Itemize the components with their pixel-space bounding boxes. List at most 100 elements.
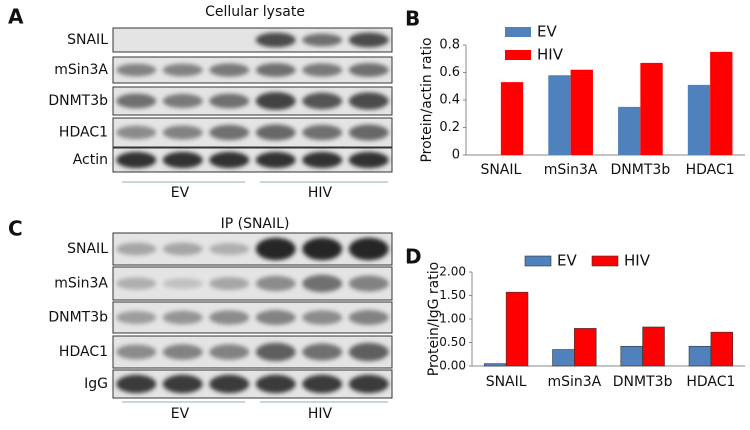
bar	[548, 75, 571, 155]
y-tick-label: 0.00	[439, 359, 466, 373]
blot-row-label: DNMT3b	[48, 93, 108, 109]
bar	[687, 84, 711, 155]
legend-swatch	[591, 255, 619, 267]
blot-band	[116, 344, 157, 360]
blot-band	[348, 309, 389, 326]
legend-swatch	[505, 27, 531, 37]
x-tick-label: HDAC1	[686, 374, 735, 390]
blot-band	[209, 344, 250, 360]
blot-band	[348, 374, 389, 394]
blot-band	[162, 242, 203, 256]
y-tick-label: 0	[452, 148, 460, 163]
blot-band	[255, 32, 296, 48]
blot-band	[116, 93, 157, 109]
group-label: EV	[171, 406, 190, 422]
bar	[710, 331, 734, 367]
blot-band	[348, 124, 389, 141]
blot-band	[162, 151, 203, 169]
blot-band	[255, 374, 296, 394]
blot-row-label: HDAC1	[59, 125, 108, 141]
y-tick-label: 2.00	[439, 265, 466, 279]
bar	[505, 291, 529, 367]
blot-band	[209, 124, 250, 141]
bar	[642, 326, 665, 367]
blot-band	[302, 33, 343, 47]
blot-band	[302, 124, 343, 141]
blot-row-label: SNAIL	[67, 241, 108, 257]
blot-strip	[112, 27, 393, 53]
panel-label: A	[8, 5, 24, 29]
blot-band	[255, 342, 296, 362]
bar	[500, 82, 524, 155]
blot-band	[348, 342, 389, 362]
blot-band	[302, 92, 343, 110]
blot-band	[209, 243, 250, 255]
blot-band	[209, 310, 250, 325]
blot-band	[255, 275, 296, 292]
blot-band	[116, 125, 157, 140]
blot-strip	[112, 369, 393, 399]
blot-band	[255, 309, 296, 326]
blot-band	[116, 242, 157, 256]
blot-strip	[112, 147, 393, 173]
blot-band	[209, 151, 250, 169]
blot-band	[162, 310, 203, 325]
x-tick-label: SNAIL	[480, 162, 521, 178]
bar	[618, 106, 641, 155]
blot-row-label: SNAIL	[67, 32, 108, 48]
y-tick-label: 0.8	[439, 38, 460, 53]
bar	[688, 345, 712, 367]
x-tick-label: DNMT3b	[611, 162, 671, 178]
bar	[710, 51, 733, 155]
y-axis-label: Protein/actin ratio	[419, 37, 435, 162]
panel-label: C	[8, 217, 23, 241]
blot-row-label: DNMT3b	[48, 310, 108, 326]
x-tick-label: SNAIL	[486, 374, 527, 390]
blot-title: IP (SNAIL)	[221, 216, 290, 232]
bar	[620, 345, 643, 367]
y-axis-label: Protein/IgG ratio	[426, 262, 442, 376]
blot-strip	[112, 56, 393, 84]
blot-row-label: mSin3A	[54, 62, 108, 78]
blot-band	[162, 93, 203, 109]
y-tick-label: 1.50	[439, 288, 466, 302]
y-tick-label: 0.50	[439, 335, 466, 349]
blot-band	[348, 92, 389, 110]
blot-band	[209, 63, 250, 77]
blot-band	[302, 374, 343, 394]
blot-band	[162, 125, 203, 140]
blot-strip	[112, 301, 393, 334]
blot-band	[162, 374, 203, 394]
blot-band	[116, 374, 157, 394]
blot-band	[302, 343, 343, 361]
blot-band	[348, 63, 389, 77]
bar	[483, 363, 507, 367]
blot-strip	[112, 117, 393, 148]
blot-band	[116, 311, 157, 324]
blot-strip	[112, 86, 393, 116]
bar	[552, 349, 575, 367]
blot-band	[348, 275, 389, 292]
blot-band	[116, 63, 157, 77]
blot-band	[209, 374, 250, 394]
blot-band	[255, 124, 296, 141]
legend-swatch	[505, 50, 531, 60]
y-tick-label: 0.4	[439, 93, 460, 108]
y-tick-label: 0.2	[439, 120, 460, 135]
blot-band	[348, 32, 389, 48]
blot-band	[162, 278, 203, 289]
y-tick-label: 1.00	[439, 312, 466, 326]
blot-band	[302, 63, 343, 77]
blot-band	[348, 151, 389, 169]
blot-row-label: HDAC1	[59, 344, 108, 360]
bar	[574, 328, 597, 367]
blot-strip	[112, 266, 393, 301]
blot-band	[162, 63, 203, 77]
y-tick-label: 0.6	[439, 65, 460, 80]
legend-label: HIV	[537, 46, 564, 64]
bar	[640, 62, 663, 155]
x-tick-label: mSin3A	[547, 374, 601, 390]
blot-strip	[112, 335, 393, 369]
blot-band	[348, 237, 389, 261]
